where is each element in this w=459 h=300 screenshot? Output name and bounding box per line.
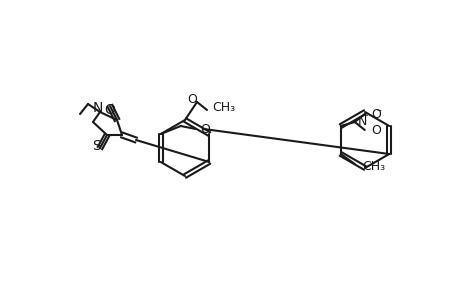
Text: O: O [187, 92, 196, 106]
Text: O: O [199, 122, 209, 136]
Text: N: N [93, 101, 103, 115]
Text: O: O [370, 107, 380, 121]
Text: –: – [375, 105, 381, 115]
Text: +: + [360, 110, 367, 119]
Text: CH₃: CH₃ [361, 160, 384, 172]
Text: O: O [370, 124, 380, 136]
Text: N: N [357, 115, 366, 128]
Text: O: O [104, 103, 115, 117]
Text: CH₃: CH₃ [212, 100, 235, 113]
Text: S: S [92, 139, 101, 153]
